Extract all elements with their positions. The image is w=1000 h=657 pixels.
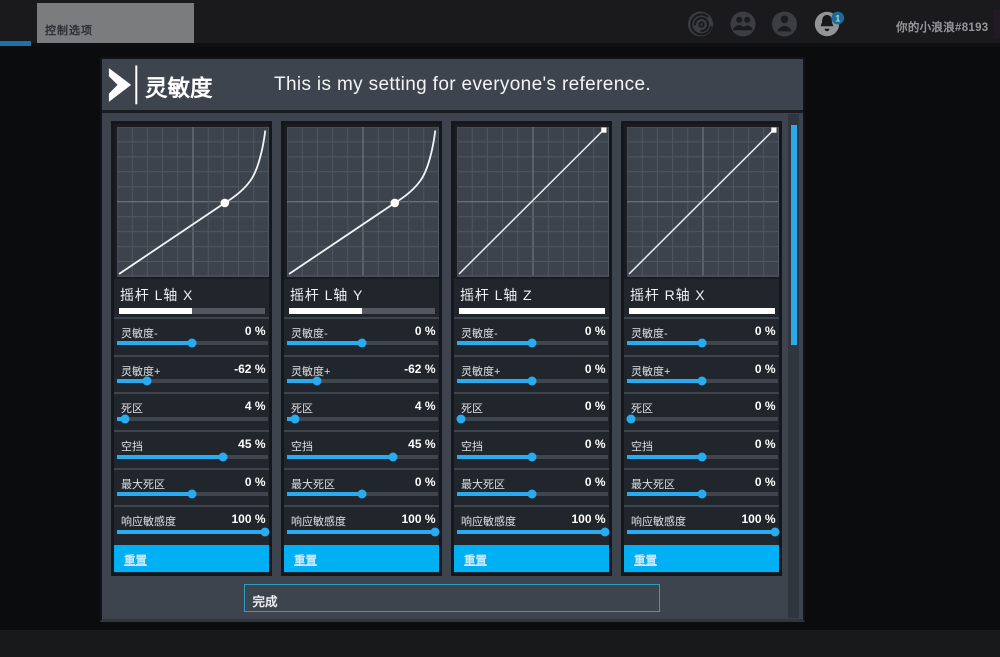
svg-text:1: 1	[835, 14, 841, 25]
